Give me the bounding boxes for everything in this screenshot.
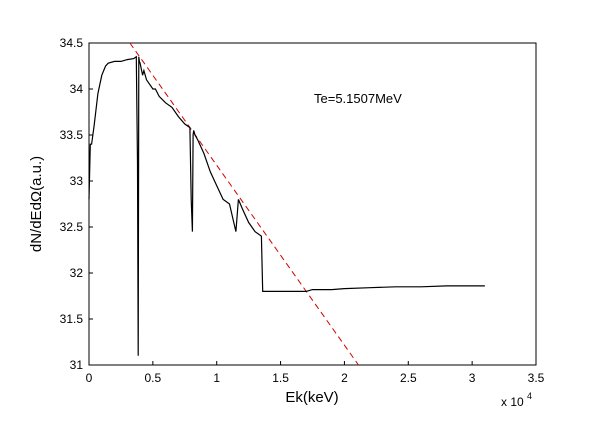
y-axis-label: dN/dEdΩ(a.u.) [28, 156, 45, 252]
data-line-group [88, 55, 485, 356]
fit-line [129, 42, 359, 366]
x-tick-label: 0 [86, 371, 93, 385]
y-tick-label: 32.5 [60, 220, 84, 234]
x-axis-label: Ek(keV) [285, 389, 338, 406]
y-tick-label: 33.5 [60, 128, 84, 142]
plot-area [88, 42, 537, 366]
x-tick-label: 3 [469, 371, 476, 385]
x-tick-label: 3.5 [528, 371, 545, 385]
y-tick-label: 31.5 [60, 312, 84, 326]
y-tick-label: 34 [70, 82, 84, 96]
y-tick-label: 31 [70, 358, 84, 372]
y-tick-label: 32 [70, 266, 84, 280]
x-tick-label: 2.5 [400, 371, 417, 385]
y-tick-label: 34.5 [60, 36, 84, 50]
y-axis-ticks: 31 31.5 32 32.5 33 33.5 34 34.5 [60, 36, 93, 372]
x-tick-label: 1 [213, 371, 220, 385]
x-tick-label: 0.5 [145, 371, 162, 385]
fit-line-group [129, 42, 359, 366]
x-multiplier: x 10 [501, 395, 524, 409]
annotation-text: Te=5.1507MeV [314, 91, 402, 106]
data-series-line [88, 55, 485, 356]
x-tick-label: 1.5 [272, 371, 289, 385]
x-axis-ticks: 0 0.5 1 1.5 2 2.5 3 3.5 [86, 361, 545, 385]
x-tick-label: 2 [341, 371, 348, 385]
y-tick-label: 33 [70, 174, 84, 188]
x-multiplier-exponent: 4 [527, 391, 532, 401]
